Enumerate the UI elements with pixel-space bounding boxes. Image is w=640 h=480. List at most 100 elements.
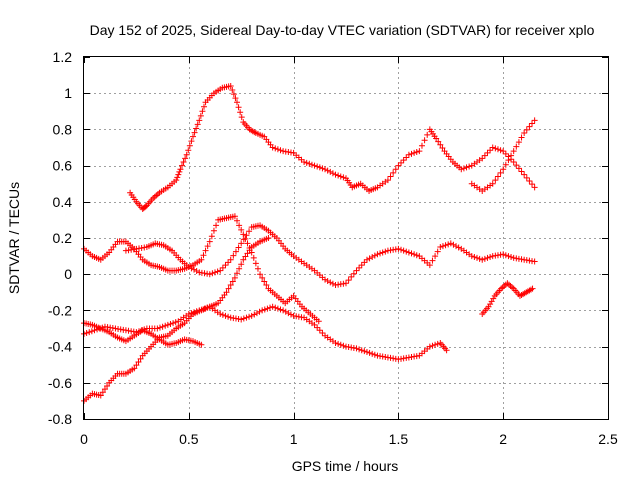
data-point [366, 255, 373, 262]
data-point [405, 249, 412, 256]
data-point [324, 167, 331, 174]
y-tick-label: 1.2 [53, 49, 73, 65]
data-point [177, 166, 184, 173]
data-point [217, 267, 224, 274]
data-point [225, 313, 232, 320]
data-point [424, 131, 431, 138]
data-point [400, 157, 407, 164]
data-point [101, 386, 108, 393]
data-point [170, 320, 177, 327]
data-point [250, 254, 257, 261]
x-axis-label: GPS time / hours [292, 458, 399, 474]
data-point [213, 222, 220, 229]
data-point [154, 325, 161, 332]
data-point [200, 103, 207, 110]
data-point [426, 262, 433, 269]
data-point [466, 163, 473, 170]
data-point [178, 162, 185, 169]
data-point [97, 392, 104, 399]
data-point [332, 171, 339, 178]
data-point [505, 281, 512, 288]
data-point [432, 253, 439, 260]
data-point [261, 278, 268, 285]
data-point [193, 268, 200, 275]
data-point [88, 328, 95, 335]
x-tick-label: 0 [80, 431, 88, 447]
data-point [243, 314, 250, 321]
data-point [518, 168, 525, 175]
data-points [81, 82, 538, 404]
data-point [329, 280, 336, 287]
data-point [363, 256, 370, 263]
data-point [264, 305, 271, 312]
data-point [529, 181, 536, 188]
data-point [259, 274, 266, 281]
data-point [400, 247, 407, 254]
data-point [358, 262, 365, 269]
data-point [489, 144, 496, 151]
data-point [366, 349, 373, 356]
data-point [390, 169, 397, 176]
data-point [315, 318, 322, 325]
data-point [261, 306, 268, 313]
data-point [277, 147, 284, 154]
data-point [531, 117, 538, 124]
axis-ticks [84, 57, 609, 420]
data-point [429, 342, 436, 349]
data-point [502, 150, 509, 157]
data-point [251, 311, 258, 318]
data-point [327, 168, 334, 175]
data-point [197, 112, 204, 119]
data-point [484, 149, 491, 156]
data-point [521, 130, 528, 137]
data-point [234, 99, 241, 106]
data-point [214, 268, 221, 275]
data-point [263, 282, 270, 289]
data-point [238, 114, 245, 121]
data-point [442, 242, 449, 249]
y-tick-label: 1 [64, 85, 72, 101]
data-point [308, 161, 315, 168]
data-point [269, 303, 276, 310]
data-point [238, 316, 245, 323]
data-point [408, 150, 415, 157]
data-point [508, 254, 515, 261]
data-point [505, 157, 512, 164]
data-point [513, 143, 520, 150]
data-point [227, 82, 234, 89]
data-point [513, 162, 520, 169]
data-point [243, 232, 250, 239]
data-point [204, 243, 211, 250]
data-point [418, 142, 425, 149]
series-satellite-H [468, 117, 538, 194]
y-tick-label: -0.2 [48, 302, 72, 318]
data-point [369, 254, 376, 261]
data-point [432, 341, 439, 348]
y-axis-label: SDTVAR / TECUs [6, 182, 22, 294]
data-point [413, 149, 420, 156]
data-point [474, 254, 480, 261]
data-point [413, 252, 420, 259]
data-point [487, 254, 494, 261]
data-point [167, 320, 174, 327]
data-point [439, 243, 446, 250]
plot-frame [83, 56, 609, 420]
data-point [515, 165, 522, 172]
data-point [199, 108, 206, 115]
data-point [322, 276, 329, 283]
data-point [104, 382, 111, 389]
data-point [316, 327, 323, 334]
data-point [433, 135, 440, 142]
data-point [337, 341, 344, 348]
data-point [198, 256, 205, 263]
y-tick-label: 0.8 [53, 121, 73, 137]
data-point [238, 240, 245, 247]
data-point [137, 355, 144, 362]
data-point [487, 147, 494, 154]
data-point [521, 171, 528, 178]
data-point [234, 270, 241, 277]
data-point [377, 250, 384, 257]
data-point [340, 174, 347, 181]
data-point [515, 139, 522, 146]
data-point [327, 279, 334, 286]
